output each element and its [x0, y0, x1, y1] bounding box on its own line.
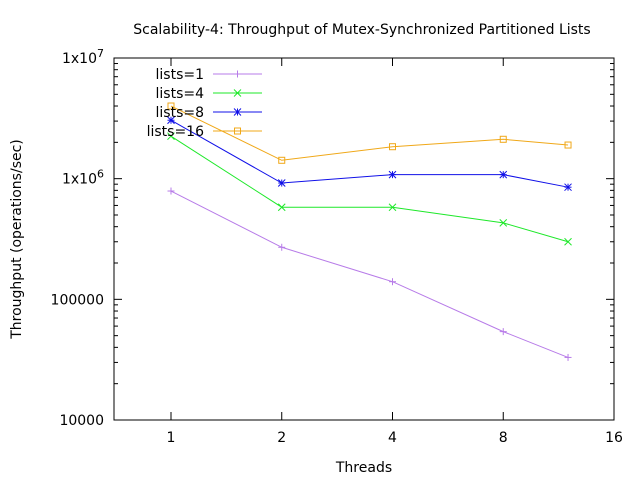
legend-label: lists=1	[156, 67, 205, 83]
data-point	[167, 116, 175, 125]
plot-area: 1 2 4 8 16 10000 100000 1x106 1x107	[51, 47, 623, 446]
data-point	[499, 135, 507, 143]
legend-marker	[234, 127, 241, 135]
data-point	[564, 141, 572, 149]
y-tick-label: 1x106	[62, 168, 104, 188]
data-point	[388, 203, 397, 212]
legend-marker	[234, 70, 241, 78]
legend: lists=1 lists=4 lists=8 lists=16	[147, 67, 262, 140]
data-point	[278, 156, 286, 164]
series-line-lists=8	[170, 119, 569, 188]
legend-label: lists=16	[147, 124, 204, 140]
chart-title: Scalability-4: Throughput of Mutex-Synch…	[133, 22, 590, 38]
y-tick-label: 10000	[59, 413, 104, 429]
legend-marker	[233, 108, 242, 116]
y-tick-label: 1x107	[62, 47, 104, 67]
data-point	[167, 132, 175, 141]
data-point	[499, 219, 508, 227]
x-tick-label: 8	[499, 430, 508, 446]
data-point	[564, 353, 572, 361]
data-point	[277, 203, 286, 212]
data-point	[278, 243, 286, 251]
y-tick-label: 100000	[51, 292, 104, 308]
x-axis-title: Threads	[335, 460, 392, 476]
data-point	[499, 170, 508, 179]
data-point	[167, 102, 175, 110]
series-line-lists=4	[170, 135, 569, 243]
y-axis-title: Throughput (operations/sec)	[9, 139, 25, 340]
data-point	[499, 328, 507, 336]
x-tick-label: 4	[388, 430, 397, 446]
data-point	[388, 170, 397, 179]
data-point	[277, 179, 286, 187]
x-tick-label: 2	[277, 430, 286, 446]
data-point	[167, 187, 175, 195]
legend-label: lists=8	[156, 105, 205, 121]
legend-label: lists=4	[156, 86, 205, 102]
data-point	[564, 183, 572, 192]
data-point	[388, 143, 396, 151]
data-point	[564, 237, 572, 246]
series-line-lists=1	[170, 190, 569, 358]
legend-marker	[233, 89, 242, 97]
plot-frame	[113, 57, 615, 421]
x-tick-label: 1	[167, 430, 176, 446]
x-tick-label: 16	[605, 430, 623, 446]
series-line-lists=16	[170, 105, 569, 161]
data-point	[388, 278, 396, 286]
